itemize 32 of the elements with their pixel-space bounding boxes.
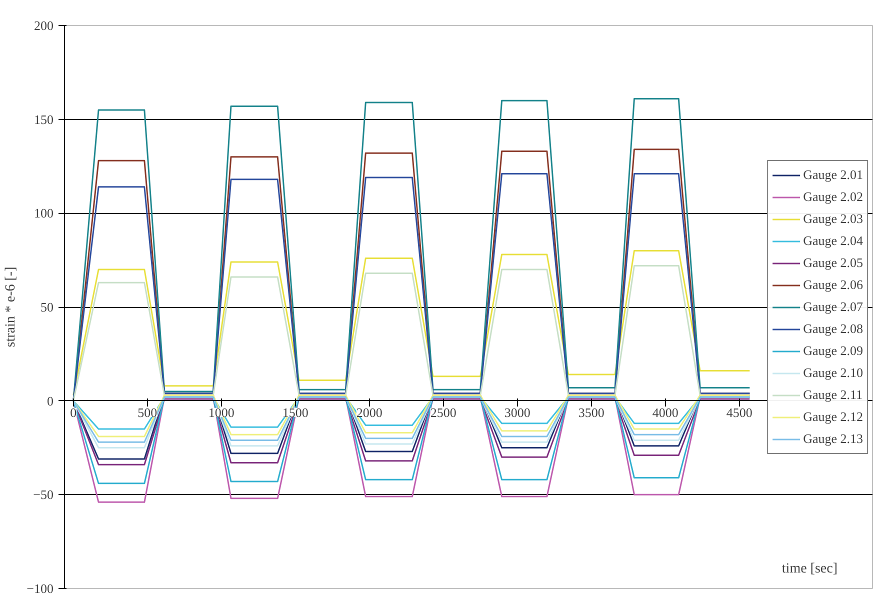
y-tick-label: −50 xyxy=(33,487,54,502)
x-tick-label: 1000 xyxy=(208,404,234,420)
x-tick-label: 4500 xyxy=(726,404,752,420)
legend-label: Gauge 2.13 xyxy=(803,430,863,446)
legend-label: Gauge 2.02 xyxy=(803,188,863,204)
x-tick-label: 1500 xyxy=(282,404,308,420)
x-tick-label: 4000 xyxy=(652,404,678,420)
y-tick-label: 150 xyxy=(34,112,54,127)
x-tick-label: 0 xyxy=(70,404,77,420)
x-axis-title: time [sec] xyxy=(782,562,838,576)
legend-label: Gauge 2.08 xyxy=(803,320,863,336)
y-tick-label: −100 xyxy=(26,581,54,596)
legend-label: Gauge 2.04 xyxy=(803,232,863,248)
legend-label: Gauge 2.03 xyxy=(803,210,863,226)
y-tick-label: 50 xyxy=(40,300,54,314)
legend-label: Gauge 2.05 xyxy=(803,254,863,270)
legend-label: Gauge 2.11 xyxy=(803,386,863,402)
y-tick-label: 200 xyxy=(34,18,54,33)
y-tick-label: 0 xyxy=(47,393,54,408)
legend-label: Gauge 2.01 xyxy=(803,166,863,182)
x-tick-label: 2500 xyxy=(430,404,456,420)
x-tick-label: 3500 xyxy=(578,404,604,420)
y-axis-title: strain * e-6 [-] xyxy=(4,266,19,348)
legend-label: Gauge 2.09 xyxy=(803,342,863,358)
legend-label: Gauge 2.10 xyxy=(803,364,863,380)
y-tick-label: 100 xyxy=(34,206,54,221)
x-tick-label: 3000 xyxy=(504,404,530,420)
legend-label: Gauge 2.12 xyxy=(803,408,863,424)
legend-label: Gauge 2.06 xyxy=(803,276,863,292)
legend-label: Gauge 2.07 xyxy=(803,298,863,314)
x-tick-label: 500 xyxy=(138,404,158,420)
x-tick-label: 2000 xyxy=(356,404,382,420)
